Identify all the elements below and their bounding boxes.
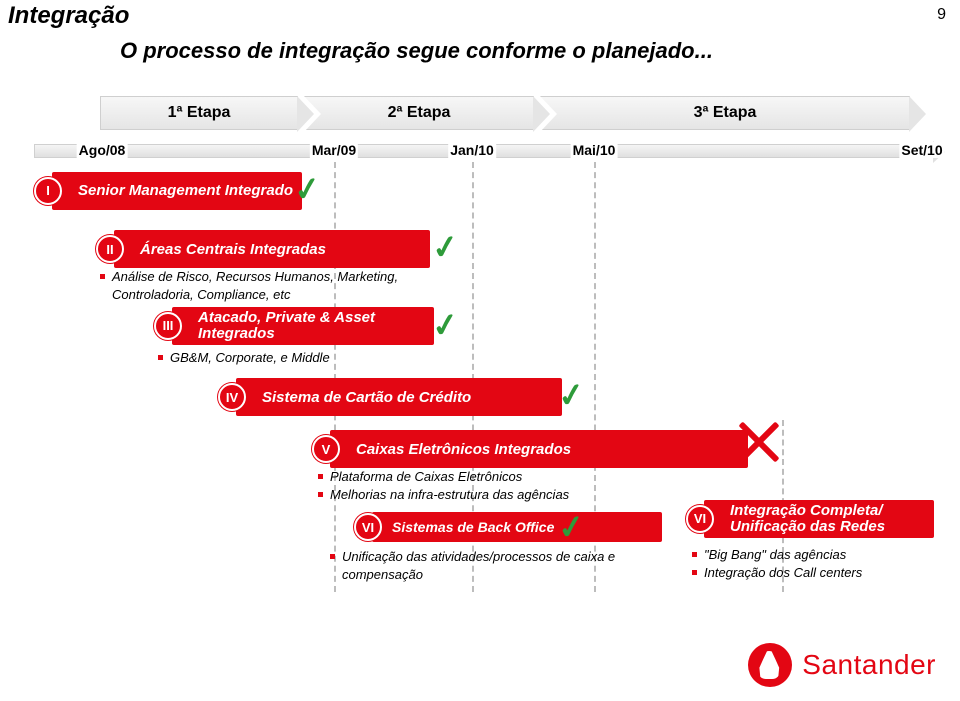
page-number: 9 [937,6,946,24]
bar-label: Atacado, Private & Asset Integrados [198,310,434,343]
roman-badge: III [154,312,182,340]
etapa-2: 2ª Etapa [304,96,534,130]
page-title: Integração [8,2,129,30]
bar-label: Sistema de Cartão de Crédito [262,389,471,406]
x-icon [734,418,782,466]
bar-label: Sistemas de Back Office [392,519,554,535]
roman-badge: VI [686,505,714,533]
roman-badge: V [312,435,340,463]
bar-label: Senior Management Integrado [78,183,293,200]
bar-label: Caixas Eletrônicos Integrados [356,441,571,458]
timeline-label: Mai/10 [571,142,618,158]
timeline-label: Ago/08 [77,142,128,158]
timeline-label: Jan/10 [448,142,496,158]
bar-unificacao: VIIntegração Completa/ Unificação das Re… [704,500,934,538]
page-subtitle: O processo de integração segue conforme … [120,38,713,64]
etapa-3: 3ª Etapa [540,96,910,130]
bar-senior: ISenior Management Integrado [52,172,302,210]
bullet-item: Unificação das atividades/processos de c… [330,548,660,583]
bullets-unificacao: "Big Bang" das agênciasIntegração dos Ca… [692,546,960,581]
check-icon: ✓ [429,304,461,345]
bullet-item: Análise de Risco, Recursos Humanos, Mark… [100,268,430,303]
bullet-item: Integração dos Call centers [692,564,960,582]
bullet-item: Plataforma de Caixas Eletrônicos [318,468,648,486]
timeline-label: Set/10 [899,142,944,158]
bar-label: Áreas Centrais Integradas [140,241,326,258]
bullet-item: Melhorias na infra-estrutura das agência… [318,486,648,504]
guide-line [334,162,336,592]
timeline-label: Mar/09 [310,142,358,158]
flame-icon [748,643,792,687]
bar-backoffice: VISistemas de Back Office [372,512,662,542]
roman-badge: II [96,235,124,263]
bullets-atacado: GB&M, Corporate, e Middle [158,349,488,367]
bullets-caixas: Plataforma de Caixas EletrônicosMelhoria… [318,468,648,503]
bar-areas: IIÁreas Centrais Integradas [114,230,430,268]
bullet-item: GB&M, Corporate, e Middle [158,349,488,367]
bullets-backoffice: Unificação das atividades/processos de c… [330,548,660,583]
bar-caixas: VCaixas Eletrônicos Integrados [330,430,748,468]
santander-logo: Santander [748,643,936,687]
roman-badge: VI [354,513,382,541]
roman-badge: I [34,177,62,205]
etapa-1: 1ª Etapa [100,96,298,130]
timeline: Ago/08Mar/09Jan/10Mai/10Set/10 [34,140,934,162]
bar-cartao: IVSistema de Cartão de Crédito [236,378,562,416]
check-icon: ✓ [291,168,323,209]
logo-text: Santander [802,649,936,681]
etapa-row: 1ª Etapa2ª Etapa3ª Etapa [100,96,910,130]
bar-label: Integração Completa/ Unificação das Rede… [730,503,934,536]
check-icon: ✓ [555,506,587,547]
bullet-item: "Big Bang" das agências [692,546,960,564]
bullets-analise: Análise de Risco, Recursos Humanos, Mark… [100,268,430,303]
bar-atacado: IIIAtacado, Private & Asset Integrados [172,307,434,345]
check-icon: ✓ [555,374,587,415]
roman-badge: IV [218,383,246,411]
check-icon: ✓ [429,226,461,267]
